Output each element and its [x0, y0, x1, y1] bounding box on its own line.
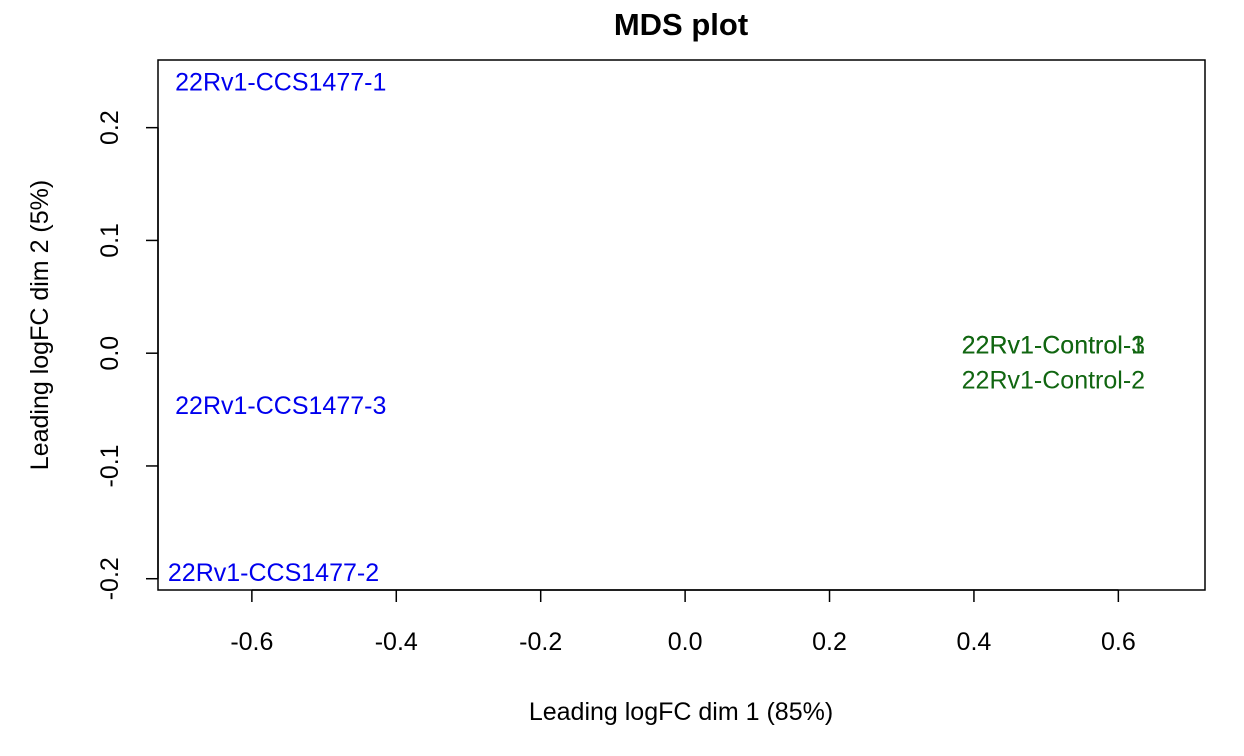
x-tick-label: 0.2: [812, 628, 847, 656]
y-tick-label: -0.2: [96, 557, 124, 600]
x-axis-label: Leading logFC dim 1 (85%): [529, 698, 833, 726]
point-label: 22Rv1-CCS1477-3: [175, 392, 386, 420]
chart-title: MDS plot: [614, 7, 748, 42]
x-axis: -0.6 -0.4 -0.2 0.0 0.2 0.4 0.6: [230, 589, 1136, 656]
x-tick-label: 0.4: [957, 628, 992, 656]
point-label: 22Rv1-Control-3: [962, 331, 1145, 359]
y-tick-label: 0.1: [96, 223, 124, 258]
x-tick-label: -0.6: [230, 628, 273, 656]
x-tick-label: 0.6: [1101, 628, 1136, 656]
point-labels: 22Rv1-CCS1477-1 22Rv1-CCS1477-2 22Rv1-CCS1…: [168, 69, 1145, 588]
y-axis: -0.2 -0.1 0.0 0.1 0.2: [96, 110, 159, 600]
point-label: 22Rv1-CCS1477-1: [175, 69, 386, 97]
point-label: 22Rv1-Control-2: [962, 366, 1145, 394]
point-label: 22Rv1-CCS1477-2: [168, 559, 379, 587]
y-tick-label: -0.1: [96, 444, 124, 487]
y-tick-label: 0.2: [96, 110, 124, 145]
plot-frame: [157, 59, 1206, 591]
x-tick-label: -0.2: [519, 628, 562, 656]
point-label: 22Rv1-Control-1: [962, 331, 1145, 359]
y-tick-label: 0.0: [96, 336, 124, 371]
x-tick-label: -0.4: [375, 628, 418, 656]
y-axis-label: Leading logFC dim 2 (5%): [26, 180, 54, 470]
x-tick-label: 0.0: [668, 628, 703, 656]
